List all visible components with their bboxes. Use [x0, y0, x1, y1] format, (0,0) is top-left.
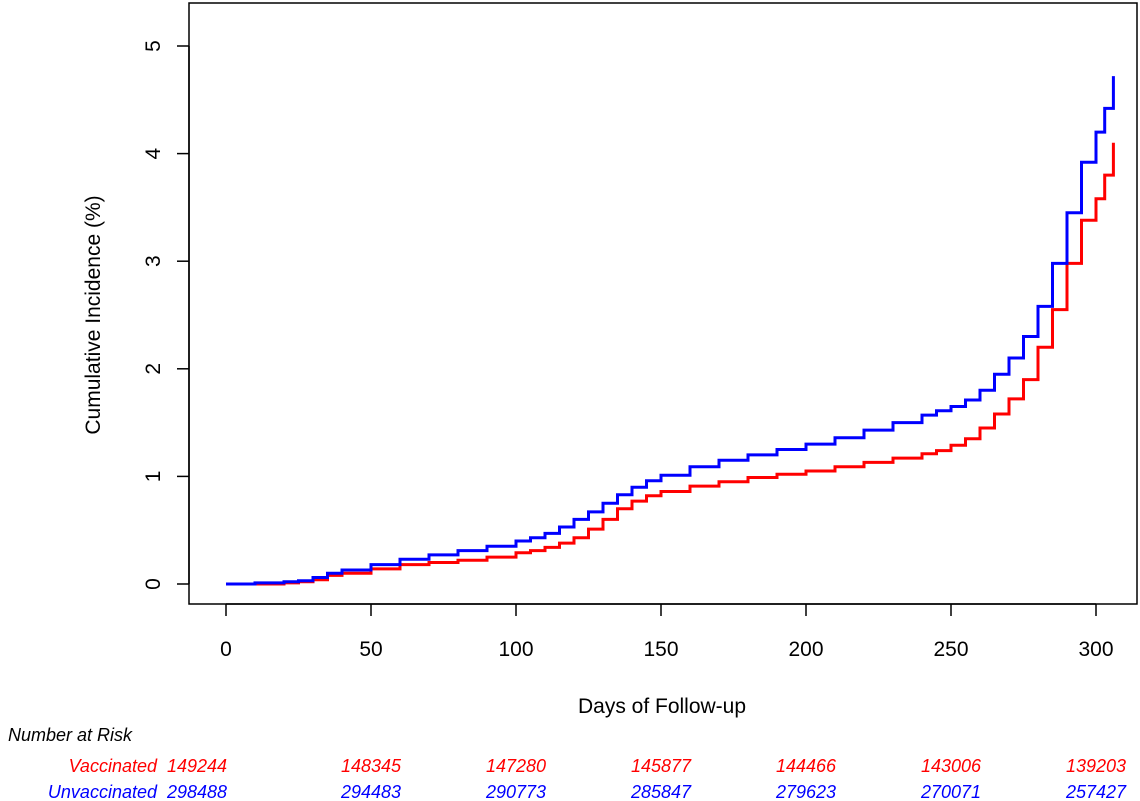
- risk-row-label-vaccinated: Vaccinated: [69, 756, 158, 776]
- risk-count-vaccinated: 145877: [631, 756, 692, 776]
- series-layer: [226, 76, 1115, 586]
- y-tick-label: 5: [142, 40, 165, 52]
- risk-count-unvaccinated: 298488: [166, 782, 227, 801]
- x-tick-label: 200: [788, 638, 823, 661]
- risk-count-unvaccinated: 285847: [630, 782, 692, 801]
- x-tick-label: 50: [359, 638, 382, 661]
- risk-row-label-unvaccinated: Unvaccinated: [48, 782, 158, 801]
- x-tick-label: 150: [643, 638, 678, 661]
- number-at-risk-table: Number at Risk Vaccinated 149244 148345 147…: [8, 725, 1127, 801]
- x-tick-label: 0: [220, 638, 232, 661]
- risk-count-unvaccinated: 270071: [920, 782, 981, 801]
- x-axis-title: Days of Follow-up: [578, 695, 746, 718]
- risk-count-vaccinated: 149244: [167, 756, 227, 776]
- risk-count-vaccinated: 139203: [1066, 756, 1126, 776]
- y-tick-label: 0: [142, 578, 165, 590]
- risk-count-vaccinated: 147280: [486, 756, 546, 776]
- y-axis: 0 1 2 3 4 5: [142, 40, 190, 590]
- y-tick-label: 2: [142, 363, 165, 375]
- y-tick-label: 4: [142, 147, 165, 159]
- x-tick-label: 100: [498, 638, 533, 661]
- risk-count-unvaccinated: 279623: [775, 782, 836, 801]
- risk-count-unvaccinated: 257427: [1065, 782, 1127, 801]
- risk-count-vaccinated: 143006: [921, 756, 982, 776]
- risk-count-unvaccinated: 294483: [340, 782, 401, 801]
- x-axis: 0 50 100 150 200 250 300: [220, 603, 1114, 661]
- y-axis-title: Cumulative Incidence (%): [82, 195, 105, 434]
- y-tick-label: 3: [142, 255, 165, 267]
- series-line-vaccinated: [226, 142, 1115, 586]
- risk-table-heading: Number at Risk: [8, 725, 133, 745]
- risk-count-vaccinated: 148345: [341, 756, 402, 776]
- y-tick-label: 1: [142, 471, 165, 483]
- plot-frame: [188, 2, 1138, 605]
- series-line-unvaccinated: [226, 76, 1115, 586]
- risk-count-unvaccinated: 290773: [485, 782, 546, 801]
- risk-count-vaccinated: 144466: [776, 756, 837, 776]
- x-tick-label: 250: [933, 638, 968, 661]
- x-tick-label: 300: [1078, 638, 1113, 661]
